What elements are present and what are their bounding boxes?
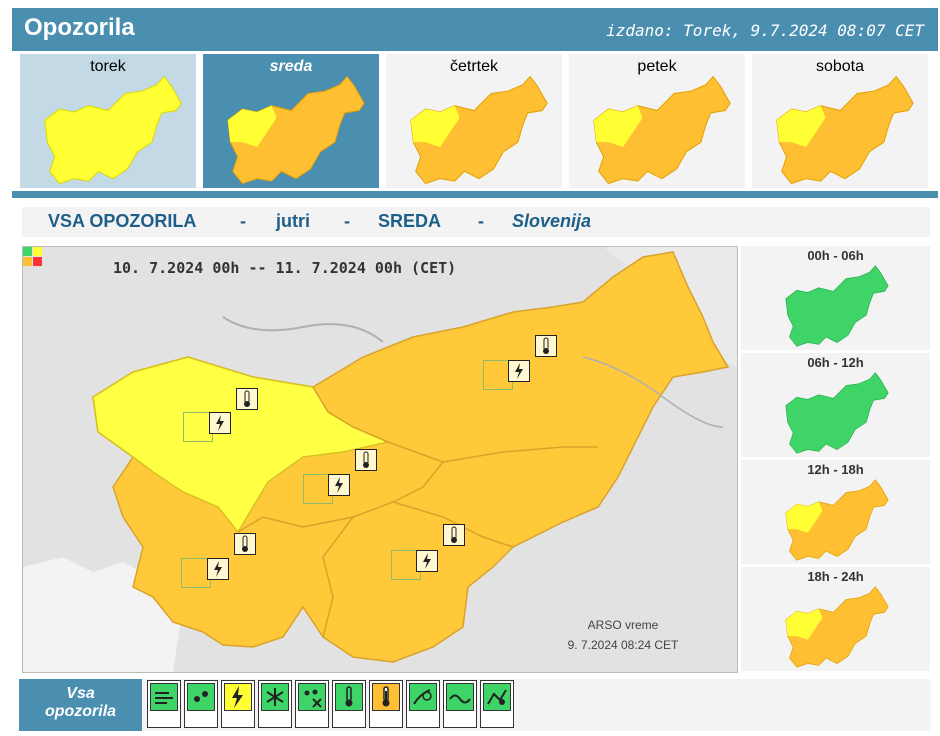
slot-map: [785, 372, 889, 454]
rain-icon-face: [187, 683, 215, 711]
slot-label: 18h - 24h: [807, 569, 864, 584]
slot-map: [785, 265, 889, 347]
tab-label: petek: [637, 58, 677, 75]
slot-06-12[interactable]: 06h - 12h: [741, 353, 930, 457]
legend-yellow-square: [33, 247, 42, 256]
thermometer-icon[interactable]: [236, 388, 258, 410]
thermometer-icon[interactable]: [443, 524, 465, 546]
issued-timestamp: izdano: Torek, 9.7.2024 08:07 CET: [606, 21, 924, 40]
slot-map: [785, 586, 889, 668]
slovenia-map-thumbnail: [227, 75, 365, 185]
wind-icon-face: [150, 683, 178, 711]
slovenia-map-thumbnail: [593, 75, 731, 185]
map-subheader: VSA OPOZORILA - jutri - SREDA - Slovenij…: [22, 207, 930, 237]
thunderstorm-icon[interactable]: [328, 474, 350, 496]
avalanche-icon-face: [483, 683, 511, 711]
tab-label: sobota: [815, 58, 865, 75]
slot-18-24[interactable]: 18h - 24h: [741, 567, 930, 671]
map-credit: ARSO vreme 9. 7.2024 08:24 CET: [563, 615, 683, 655]
slot-label: 06h - 12h: [807, 355, 864, 370]
subheader-day-name: SREDA: [378, 211, 442, 231]
subheader-day-relative: jutri: [276, 211, 310, 231]
all-warnings-label: opozorila: [44, 703, 117, 720]
map-background: [23, 247, 737, 672]
tab-label: četrtek: [449, 58, 498, 75]
divider: [12, 191, 938, 198]
low-temperature-icon[interactable]: [332, 680, 366, 728]
day-tabs: torek sreda četrtek petek sobota: [20, 54, 930, 188]
tab-petek[interactable]: petek: [569, 54, 745, 188]
all-warnings-label: Vsa: [66, 685, 95, 702]
fog-icon[interactable]: [406, 680, 440, 728]
header-bar: Opozorila izdano: Torek, 9.7.2024 08:07 …: [12, 8, 938, 51]
tab-torek[interactable]: torek: [20, 54, 196, 188]
avalanche-icon[interactable]: [480, 680, 514, 728]
thunderstorm-icon-face: [224, 683, 252, 711]
coastal-event-icon[interactable]: [443, 680, 477, 728]
rain-icon[interactable]: [184, 680, 218, 728]
subheader-sep: -: [344, 211, 350, 231]
tab-label: sreda: [269, 58, 313, 75]
thunderstorm-icon[interactable]: [221, 680, 255, 728]
slovenia-map-thumbnail: [44, 75, 182, 185]
page-title: Opozorila: [24, 14, 135, 41]
tab-cetrtek[interactable]: četrtek: [386, 54, 562, 188]
snow-icon[interactable]: [258, 680, 292, 728]
legend-orange-square: [23, 257, 32, 266]
coastal-event-icon-face: [446, 683, 474, 711]
thunderstorm-icon[interactable]: [416, 550, 438, 572]
slot-label: 12h - 18h: [807, 462, 864, 477]
slot-map: [785, 479, 889, 561]
tab-sreda[interactable]: sreda: [203, 54, 379, 188]
subheader-sep: -: [478, 211, 484, 231]
subheader-region: Slovenija: [512, 211, 592, 231]
warning-type-bar: Vsa opozorila: [19, 679, 931, 731]
subheader-title: VSA OPOZORILA: [48, 211, 197, 231]
slot-00-06[interactable]: 00h - 06h: [741, 246, 930, 350]
tab-sobota[interactable]: sobota: [752, 54, 928, 188]
subheader-sep: -: [240, 211, 246, 231]
snow-icon-face: [261, 683, 289, 711]
warning-map[interactable]: 10. 7.2024 00h -- 11. 7.2024 00h (CET) A…: [22, 246, 738, 673]
thunderstorm-icon[interactable]: [508, 360, 530, 382]
tab-label: torek: [90, 58, 126, 75]
slot-12-18[interactable]: 12h - 18h: [741, 460, 930, 564]
credit-source: ARSO vreme: [587, 618, 659, 632]
wind-icon[interactable]: [147, 680, 181, 728]
legend-red-square: [33, 257, 42, 266]
high-temperature-icon-face: [372, 683, 400, 711]
thermometer-icon[interactable]: [355, 449, 377, 471]
validity-period: 10. 7.2024 00h -- 11. 7.2024 00h (CET): [113, 259, 457, 277]
thunderstorm-icon[interactable]: [209, 412, 231, 434]
high-temperature-icon[interactable]: [369, 680, 403, 728]
snow-ice-icon[interactable]: [295, 680, 329, 728]
thermometer-icon[interactable]: [234, 533, 256, 555]
slot-label: 00h - 06h: [807, 248, 864, 263]
legend-green-square: [23, 247, 32, 256]
fog-icon-face: [409, 683, 437, 711]
thermometer-icon[interactable]: [535, 335, 557, 357]
time-slots: 00h - 06h 06h - 12h 12h - 18h 18h - 24h: [741, 246, 930, 671]
low-temperature-icon-face: [335, 683, 363, 711]
all-warnings-button[interactable]: Vsa opozorila: [19, 679, 142, 731]
slovenia-map-thumbnail: [776, 75, 914, 185]
credit-time: 9. 7.2024 08:24 CET: [567, 638, 679, 652]
thunderstorm-icon[interactable]: [207, 558, 229, 580]
slovenia-map-thumbnail: [410, 75, 548, 185]
snow-ice-icon-face: [298, 683, 326, 711]
